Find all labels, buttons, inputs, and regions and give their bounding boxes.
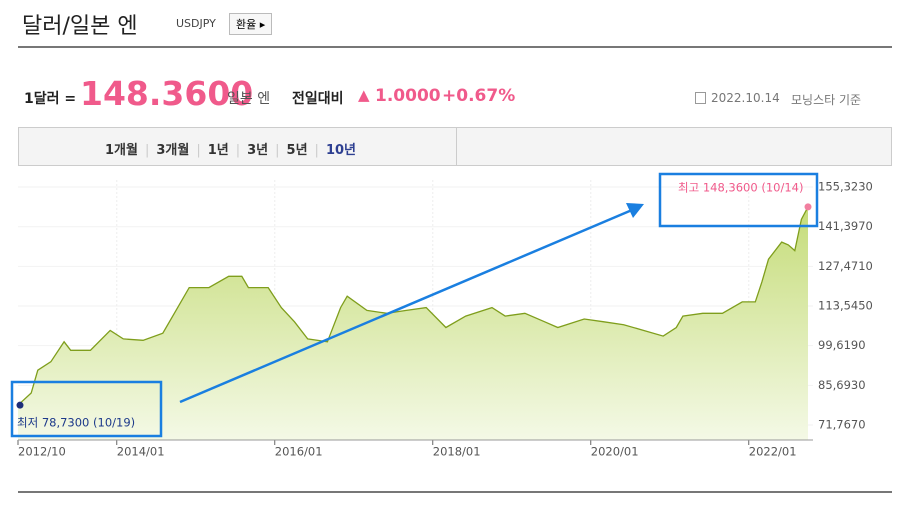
date: 2022.10.14 (711, 91, 780, 105)
unit-label: 1달러 = (24, 91, 77, 107)
divider (18, 46, 892, 48)
title: 달러/일본 엔 (22, 14, 138, 39)
highlight-box (10, 380, 163, 438)
y-tick-label: 99,6190 (818, 338, 866, 352)
exchange-button[interactable]: 환율 ▸ (229, 13, 273, 35)
code: USDJPY (176, 17, 216, 30)
tab[interactable]: 1년 (207, 143, 229, 158)
min-annotation: 최저 78,7300 (10/19) (17, 416, 135, 430)
y-tick-label: 127,4710 (818, 259, 873, 273)
change: 1.0000 (375, 86, 441, 106)
area (18, 206, 808, 440)
min-marker (16, 401, 24, 409)
button-text: 환율 (236, 18, 257, 31)
tab-separator: | (275, 143, 280, 158)
y-tick-label: 113,5450 (818, 299, 873, 313)
max-marker (804, 203, 812, 211)
tab-separator: | (235, 143, 241, 158)
arrow (179, 208, 633, 404)
y-tick-label: 85,6930 (818, 378, 866, 392)
x-tick-label: 2018/01 (433, 445, 481, 459)
divider (18, 491, 892, 493)
tab[interactable]: 5년 (286, 143, 308, 158)
tab[interactable]: 3년 (247, 143, 269, 158)
calendar-icon (695, 92, 706, 104)
x-tick-label: 2020/01 (591, 445, 639, 459)
tab-separator: | (314, 143, 319, 158)
price: 148.3600 (80, 74, 254, 113)
x-tick-label: 2012/10 (18, 445, 66, 459)
tab-bar: 1개월 | 3개월 | 1년 | 3년 | 5년 | 10년 (18, 127, 892, 166)
arrow-head (626, 203, 644, 218)
highlight-box (658, 172, 819, 228)
x-tick-label: 2016/01 (275, 445, 323, 459)
tab-separator: | (144, 143, 150, 158)
line (17, 206, 809, 406)
tabs: 1개월 | 3개월 | 1년 | 3년 | 5년 | 10년 (105, 139, 356, 158)
up-icon: ▲ (358, 86, 370, 104)
y-tick-label: 155,3230 (818, 180, 873, 194)
change-label: 전일대비 (292, 91, 344, 107)
tab[interactable]: 1개월 (105, 143, 138, 158)
currency: 일본 엔 (227, 91, 271, 107)
y-tick-label: 71,7670 (818, 418, 866, 432)
x-tick-label: 2022/01 (749, 445, 797, 459)
tab-separator: | (196, 143, 201, 158)
change-pct: +0.67% (442, 86, 516, 106)
x-tick-label: 2014/01 (117, 445, 165, 459)
tab-divider (456, 128, 457, 165)
tab[interactable]: 3개월 (156, 143, 190, 158)
tab[interactable]: 10년 (325, 143, 356, 158)
chart: 71,7670 85,6930 99,6190 113,5450 127,4710 141… (10, 172, 873, 459)
source: 모닝스타 기준 (791, 93, 862, 107)
max-annotation: 최고 148,3600 (10/14) (678, 181, 803, 195)
y-tick-label: 141,3970 (818, 219, 873, 233)
